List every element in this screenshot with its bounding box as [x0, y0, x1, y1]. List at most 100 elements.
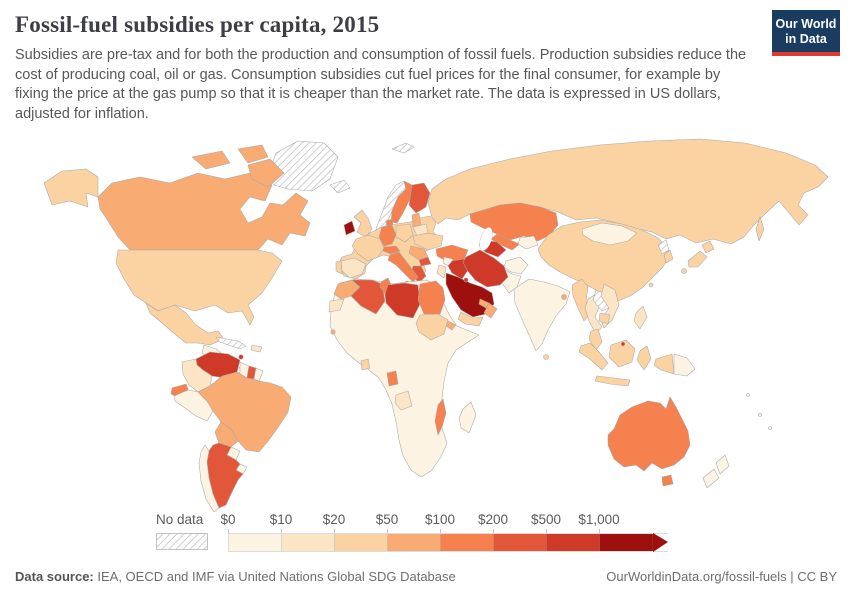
country-finland[interactable]	[408, 182, 431, 214]
country-indonesia-sumatra[interactable]	[578, 342, 609, 371]
country-sri-lanka[interactable]	[543, 354, 549, 360]
country-png[interactable]	[673, 353, 696, 377]
country-indonesia-sulawesi[interactable]	[636, 345, 652, 371]
legend-segment[interactable]	[335, 534, 388, 551]
country-mozambique[interactable]	[434, 398, 447, 436]
owid-logo[interactable]: Our World in Data	[772, 10, 840, 56]
legend-tick-label: $50	[375, 512, 399, 527]
region-western-sahara[interactable]	[328, 298, 345, 313]
region-alpine[interactable]	[382, 245, 401, 255]
country-nz-north[interactable]	[715, 454, 730, 475]
country-nz-south[interactable]	[702, 468, 720, 489]
country-brazil[interactable]	[197, 371, 292, 453]
country-iceland[interactable]	[329, 179, 351, 194]
country-portugal[interactable]	[335, 260, 343, 275]
legend-no-data-swatch[interactable]	[156, 533, 208, 550]
world-map	[0, 133, 850, 513]
country-russia-sakhalin[interactable]	[755, 216, 765, 242]
region-pacific-island[interactable]	[746, 393, 750, 397]
legend-segment[interactable]	[600, 534, 653, 551]
country-ukraine[interactable]	[412, 232, 444, 251]
legend-tick-mark	[334, 529, 335, 533]
country-japan-kyushu[interactable]	[681, 268, 687, 274]
legend-color-bar[interactable]	[228, 533, 668, 552]
country-oman[interactable]	[483, 302, 498, 319]
legend-tick-mark	[599, 529, 600, 533]
owid-logo-line1: Our World	[775, 17, 837, 31]
country-yemen[interactable]	[457, 311, 484, 327]
country-peru[interactable]	[173, 389, 214, 422]
country-iran[interactable]	[462, 249, 509, 288]
country-china[interactable]	[537, 219, 671, 303]
country-indonesia-borneo[interactable]	[608, 339, 636, 368]
country-australia[interactable]	[607, 396, 691, 472]
region-pacific-island[interactable]	[758, 413, 762, 417]
country-trinidad[interactable]	[238, 354, 244, 360]
country-poland[interactable]	[395, 223, 414, 243]
country-japan-hokkaido[interactable]	[701, 240, 715, 254]
chart-title: Fossil-fuel subsidies per capita, 2015	[15, 12, 380, 37]
country-egypt[interactable]	[417, 280, 446, 315]
country-chile[interactable]	[198, 444, 220, 513]
country-france[interactable]	[351, 234, 385, 262]
country-bangladesh[interactable]	[561, 294, 567, 300]
legend-tick-label: $100	[424, 512, 456, 527]
country-bulgaria[interactable]	[418, 256, 432, 267]
region-baltics[interactable]	[411, 212, 422, 228]
country-taiwan[interactable]	[648, 282, 654, 288]
country-angola[interactable]	[394, 390, 413, 411]
country-kuwait[interactable]	[463, 277, 469, 283]
legend-segment[interactable]	[229, 534, 282, 551]
legend-segment[interactable]	[547, 534, 600, 551]
legend-tick-label: $0	[220, 512, 236, 527]
country-senegal[interactable]	[330, 329, 336, 335]
legend-tick-label: $1,000	[578, 512, 620, 527]
country-mongolia[interactable]	[581, 222, 638, 246]
country-north-korea[interactable]	[657, 239, 670, 255]
country-south-korea[interactable]	[663, 249, 674, 264]
country-philippines[interactable]	[633, 305, 648, 330]
country-algeria[interactable]	[350, 279, 386, 315]
country-alaska[interactable]	[43, 168, 99, 208]
region-kyrgyz-tajik[interactable]	[517, 235, 539, 250]
country-japan-honshu[interactable]	[687, 250, 708, 268]
country-italy[interactable]	[387, 251, 419, 283]
country-sudan[interactable]	[415, 313, 449, 341]
country-libya[interactable]	[384, 282, 421, 319]
country-malaysia[interactable]	[588, 328, 603, 351]
country-brunei[interactable]	[620, 341, 626, 347]
country-cambodia[interactable]	[598, 312, 611, 325]
region-eritrea[interactable]	[445, 320, 457, 331]
region-levant[interactable]	[436, 264, 447, 279]
legend-segment[interactable]	[441, 534, 494, 551]
legend-tick-label: $10	[269, 512, 293, 527]
country-canada-baffin[interactable]	[247, 158, 285, 188]
legend-segment[interactable]	[282, 534, 335, 551]
country-germany[interactable]	[378, 224, 397, 247]
country-canada-arctic[interactable]	[237, 144, 269, 164]
country-hispaniola[interactable]	[250, 344, 263, 353]
region-uae-qatar[interactable]	[478, 298, 490, 309]
country-canada-arctic[interactable]	[191, 150, 231, 170]
country-greenland[interactable]	[267, 140, 339, 192]
country-indonesia-papua[interactable]	[653, 353, 675, 375]
country-india[interactable]	[513, 278, 571, 352]
legend-segment[interactable]	[388, 534, 441, 551]
country-ireland[interactable]	[343, 220, 356, 236]
region-pacific-island[interactable]	[768, 426, 772, 430]
country-australia-tasmania[interactable]	[661, 474, 674, 487]
country-uk[interactable]	[353, 209, 373, 238]
country-colombia[interactable]	[181, 358, 213, 393]
country-indonesia-java[interactable]	[594, 375, 631, 387]
country-cuba[interactable]	[215, 336, 247, 350]
legend-tick-label: $500	[530, 512, 562, 527]
country-usa[interactable]	[115, 249, 283, 326]
owid-link[interactable]: OurWorldinData.org/fossil-fuels | CC BY	[606, 569, 837, 584]
country-ghana[interactable]	[360, 358, 371, 371]
country-gabon[interactable]	[386, 370, 399, 387]
country-madagascar[interactable]	[458, 401, 477, 434]
legend-segment[interactable]	[494, 534, 547, 551]
region-svalbard[interactable]	[391, 142, 415, 154]
legend-tick-mark	[387, 529, 388, 533]
chart-subtitle: Subsidies are pre-tax and for both the p…	[15, 47, 747, 123]
